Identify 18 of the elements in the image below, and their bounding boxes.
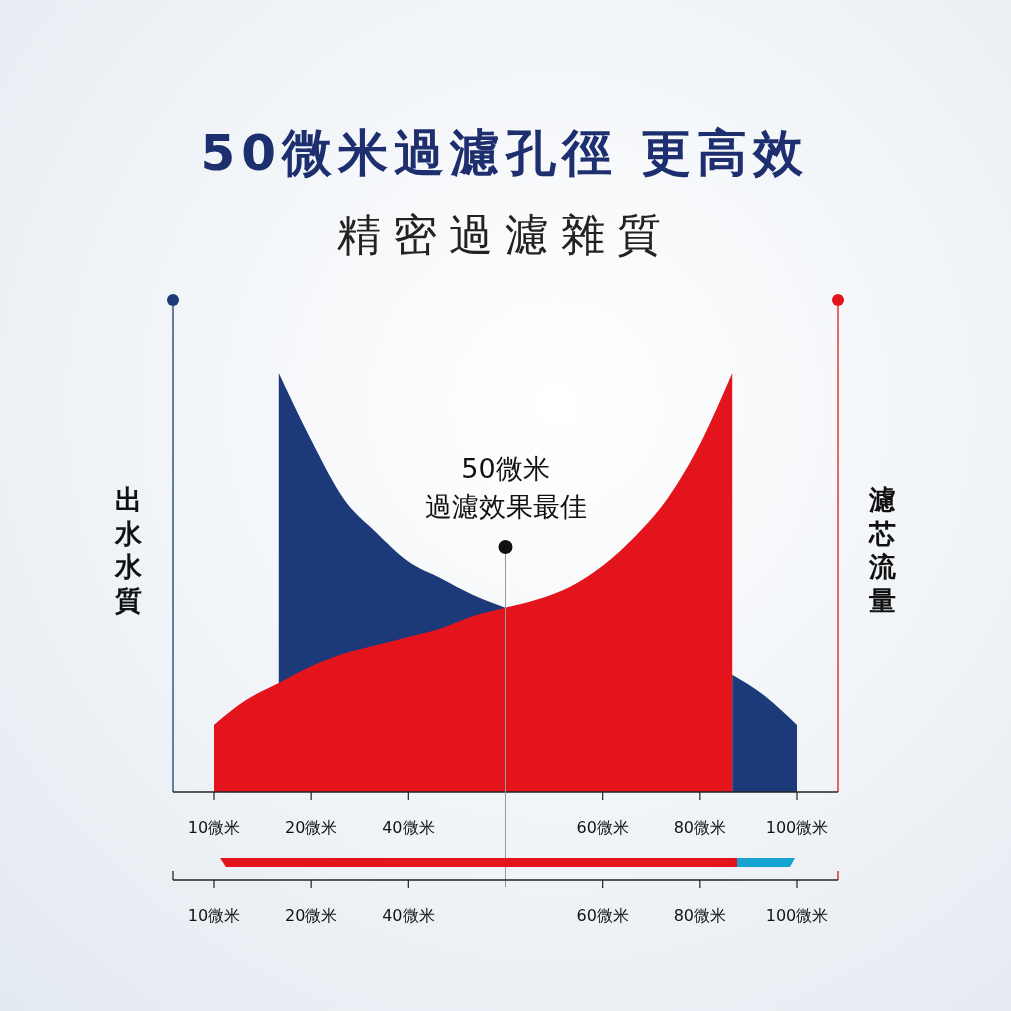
y2-axis-title: 濾芯流量	[867, 483, 897, 617]
chart-title: 50微米過濾孔徑 更高效	[200, 124, 810, 182]
category-label: 60微米	[576, 906, 629, 925]
x-tick-label: 100微米	[765, 818, 829, 837]
category-label: 20微米	[284, 906, 338, 925]
y-axis-title: 出水水質	[113, 483, 143, 617]
chart-subtitle: 精密過濾雜質	[337, 209, 673, 260]
annotation: 50微米	[461, 453, 550, 484]
category-label: 100微米	[765, 906, 829, 925]
annotation: 過濾效果最佳	[424, 491, 587, 522]
category-label: 40微米	[382, 906, 435, 925]
category-label: 80微米	[673, 906, 727, 925]
x-tick-label: 10微米	[187, 818, 241, 837]
x-tick-label: 80微米	[673, 818, 727, 837]
category-label: 10微米	[187, 906, 241, 925]
x-tick-label: 40微米	[382, 818, 435, 837]
x-tick-label: 20微米	[284, 818, 338, 837]
x-tick-label: 60微米	[576, 818, 629, 837]
